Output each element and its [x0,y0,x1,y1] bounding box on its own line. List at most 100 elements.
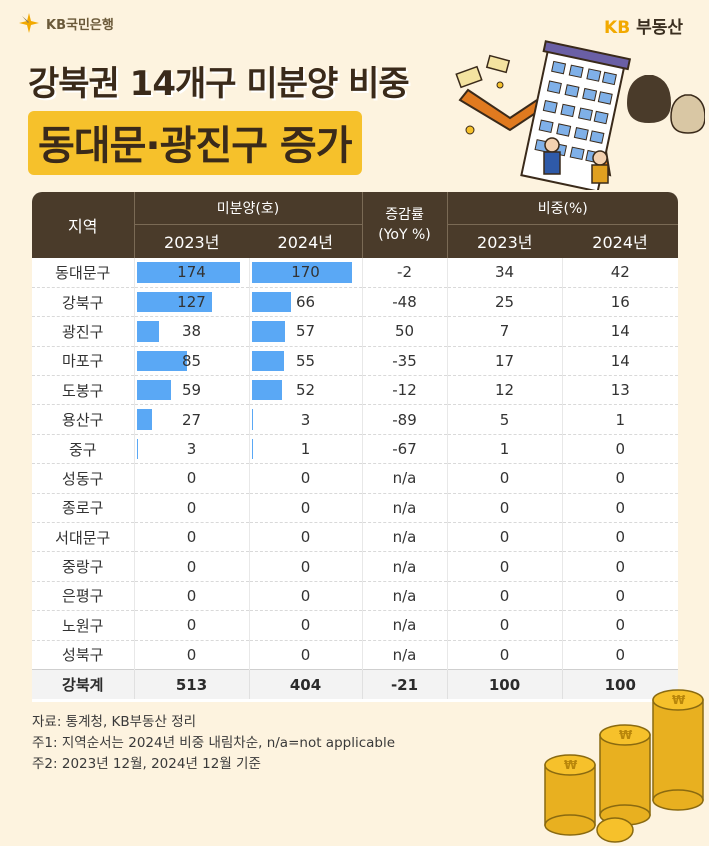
table-row: 동대문구 174 170 -2 34 42 [32,258,678,288]
cell-share-2024: 0 [562,581,678,612]
cell-unsold-2023: 127 [134,287,250,318]
cell-share-2023: 0 [447,640,563,670]
cell-share-2024: 14 [562,346,678,377]
page-title: 강북권 14개구 미분양 비중 동대문·광진구 증가 [28,56,410,175]
kb-logo-text: KB국민은행 [46,17,114,33]
title-line-2: 동대문·광진구 증가 [28,111,362,175]
kb-star-icon [19,13,39,33]
unsold-value: 66 [295,293,316,312]
cell-region: 도봉구 [32,375,135,406]
cell-unsold-2024: 0 [249,522,363,553]
unsold-value: 52 [295,381,316,400]
table-row: 은평구 0 0 n/a 0 0 [32,581,678,612]
unsold-value: 85 [181,351,202,370]
unsold-bar [251,350,285,372]
cell-share-2023: 0 [447,610,563,641]
cell-unsold-2024: 55 [249,346,363,377]
unsold-value: 127 [177,293,206,312]
cell-region: 성동구 [32,463,135,494]
header-share-2023: 2023년 [447,224,563,258]
unsold-bar [136,321,159,342]
header-unsold-group: 미분양(호) [134,192,363,225]
cell-share-2023: 7 [447,316,563,347]
unsold-bar [251,438,253,460]
header-unsold-2023: 2023년 [134,224,249,258]
cell-unsold-2023: 0 [134,463,250,494]
cell-yoy: n/a [362,522,448,553]
unsold-housing-table: 지역 미분양(호) 증감률 (YoY %) 비중(%) 2023년 2024년 … [32,192,678,702]
cell-share-2023: 25 [447,287,563,318]
unsold-value: 0 [186,528,197,547]
cell-yoy: -2 [362,258,448,288]
header-share-group: 비중(%) [447,192,678,225]
cell-share-2023: 34 [447,258,563,288]
cell-unsold-2023: 0 [134,581,250,612]
cell-share-2024: 0 [562,522,678,553]
cell-share-2024: 0 [562,551,678,582]
unsold-value: 0 [186,498,197,517]
unsold-value: 0 [186,616,197,635]
cell-region: 강북구 [32,287,135,318]
total-unsold-2023: 513 [134,668,250,700]
cell-share-2023: 0 [447,463,563,494]
cell-region: 노원구 [32,610,135,641]
unsold-bar [136,380,172,401]
table-row: 중랑구 0 0 n/a 0 0 [32,551,678,582]
cell-unsold-2024: 0 [249,581,363,612]
total-unsold-2024: 404 [249,668,363,700]
table-row: 종로구 0 0 n/a 0 0 [32,493,678,524]
table-row: 도봉구 59 52 -12 12 13 [32,375,678,406]
table-row: 용산구 27 3 -89 5 1 [32,404,678,435]
cell-unsold-2023: 38 [134,316,250,347]
cell-region: 동대문구 [32,258,135,288]
unsold-value: 27 [181,410,202,429]
cell-share-2023: 17 [447,346,563,377]
unsold-value: 1 [300,440,311,459]
cell-region: 광진구 [32,316,135,347]
total-share-2023: 100 [447,668,563,700]
cell-unsold-2023: 59 [134,375,250,406]
cell-yoy: n/a [362,640,448,670]
unsold-bar [251,409,254,430]
cell-yoy: 50 [362,316,448,347]
unsold-bar [136,262,240,283]
source-note: 자료: 통계청, KB부동산 정리 [32,714,197,730]
svg-text:₩: ₩ [564,758,578,772]
header-region: 지역 [32,192,135,258]
unsold-value: 170 [291,263,320,282]
unsold-value: 38 [181,322,202,341]
table-row: 강북구 127 66 -48 25 16 [32,287,678,318]
svg-text:₩: ₩ [619,728,633,742]
unsold-value: 0 [186,645,197,664]
cell-share-2024: 13 [562,375,678,406]
cell-unsold-2024: 0 [249,610,363,641]
total-region: 강북계 [32,668,135,700]
cell-unsold-2024: 170 [249,258,363,288]
unsold-bar [251,262,353,283]
unsold-value: 0 [186,469,197,488]
unsold-value: 0 [300,469,311,488]
cell-unsold-2023: 0 [134,610,250,641]
cell-share-2023: 12 [447,375,563,406]
title-line-1: 강북권 14개구 미분양 비중 [28,64,410,104]
brand-name: 부동산 [636,18,683,38]
cell-region: 서대문구 [32,522,135,553]
coin-stack-illustration: ₩ ₩ ₩ [544,689,704,843]
unsold-value: 55 [295,351,316,370]
unsold-bar [136,350,187,372]
kb-real-estate-brand: KB 부동산 [604,13,683,38]
cell-unsold-2024: 66 [249,287,363,318]
cell-region: 중랑구 [32,551,135,582]
cell-share-2023: 1 [447,434,563,465]
cell-yoy: -48 [362,287,448,318]
cell-region: 종로구 [32,493,135,524]
cell-unsold-2023: 27 [134,404,250,435]
housing-decline-illustration [455,40,705,190]
cell-region: 마포구 [32,346,135,377]
cell-share-2024: 0 [562,610,678,641]
cell-unsold-2024: 0 [249,640,363,670]
header-unsold-2024: 2024년 [249,224,363,258]
cell-unsold-2023: 174 [134,258,250,288]
table-body: 동대문구 174 170 -2 34 42 강북구 127 66 -48 25 16 광진구 38 57 50… [32,258,678,670]
cell-yoy: n/a [362,581,448,612]
